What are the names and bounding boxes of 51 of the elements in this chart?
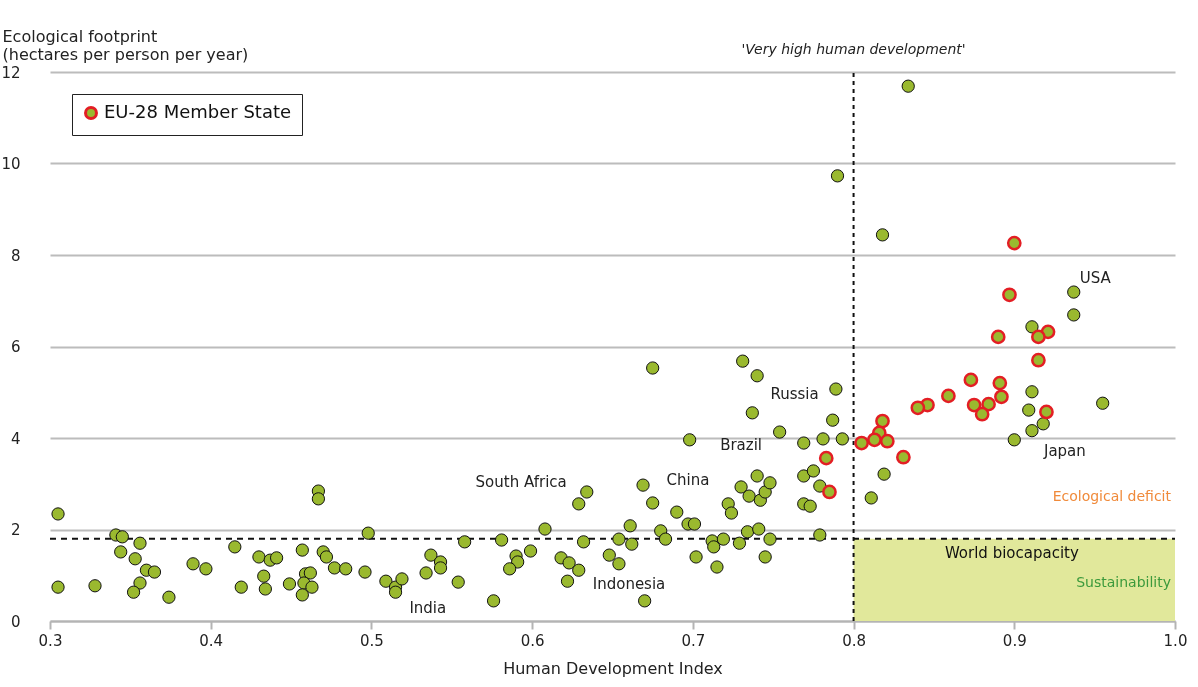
point xyxy=(822,484,837,500)
point xyxy=(854,435,869,451)
point xyxy=(818,450,834,466)
point xyxy=(1006,235,1022,251)
y-axis-title: Ecological footprint (hectares per person per year) xyxy=(2,26,249,64)
x-tick-label: 0.9 xyxy=(1002,631,1027,650)
point xyxy=(1031,329,1046,345)
x-tick-label: 0.3 xyxy=(38,631,63,650)
annotation: China xyxy=(666,471,710,490)
ref-line-label: 'Very high human development' xyxy=(741,41,966,57)
point xyxy=(992,375,1008,391)
legend-label: EU-28 Member State xyxy=(104,101,292,122)
x-tick-label: 0.7 xyxy=(681,631,706,650)
point xyxy=(981,396,996,412)
x-axis-title: Human Development Index xyxy=(503,658,723,678)
x-tick-label: 0.8 xyxy=(842,631,866,650)
x-tick-label: 1.0 xyxy=(1163,631,1188,650)
y-tick-label: 0 xyxy=(10,612,21,631)
annotation: Brazil xyxy=(720,435,762,454)
point xyxy=(1031,352,1046,368)
annotation: Japan xyxy=(1042,441,1086,460)
annotation: India xyxy=(409,599,447,618)
annotation: USA xyxy=(1079,269,1112,288)
annotation: Sustainability xyxy=(1076,573,1171,590)
y-tick-label: 2 xyxy=(10,521,21,539)
point xyxy=(963,372,979,388)
point xyxy=(990,329,1006,345)
point xyxy=(867,432,882,448)
x-tick-label: 0.4 xyxy=(199,631,224,650)
point xyxy=(1039,404,1054,420)
x-tick-label: 0.6 xyxy=(520,631,545,650)
annotation: Indonesia xyxy=(592,575,666,594)
annotation: Ecological deficit xyxy=(1052,488,1172,505)
ref-line-label: World biocapacity xyxy=(944,543,1079,562)
point xyxy=(910,400,926,416)
point xyxy=(966,397,982,413)
point xyxy=(974,406,990,422)
annotation: Russia xyxy=(770,385,819,404)
point xyxy=(896,449,911,465)
point xyxy=(879,433,895,449)
point xyxy=(1002,287,1017,303)
point xyxy=(994,389,1009,405)
y-tick-label: 12 xyxy=(1,63,21,82)
annotation: South Africa xyxy=(475,472,567,491)
y-tick-label: 6 xyxy=(10,338,21,356)
y-tick-label: 4 xyxy=(10,429,21,448)
point xyxy=(875,413,890,429)
y-tick-label: 8 xyxy=(10,246,21,265)
x-tick-label: 0.5 xyxy=(360,631,384,650)
y-tick-label: 10 xyxy=(1,155,21,173)
point xyxy=(941,388,956,404)
